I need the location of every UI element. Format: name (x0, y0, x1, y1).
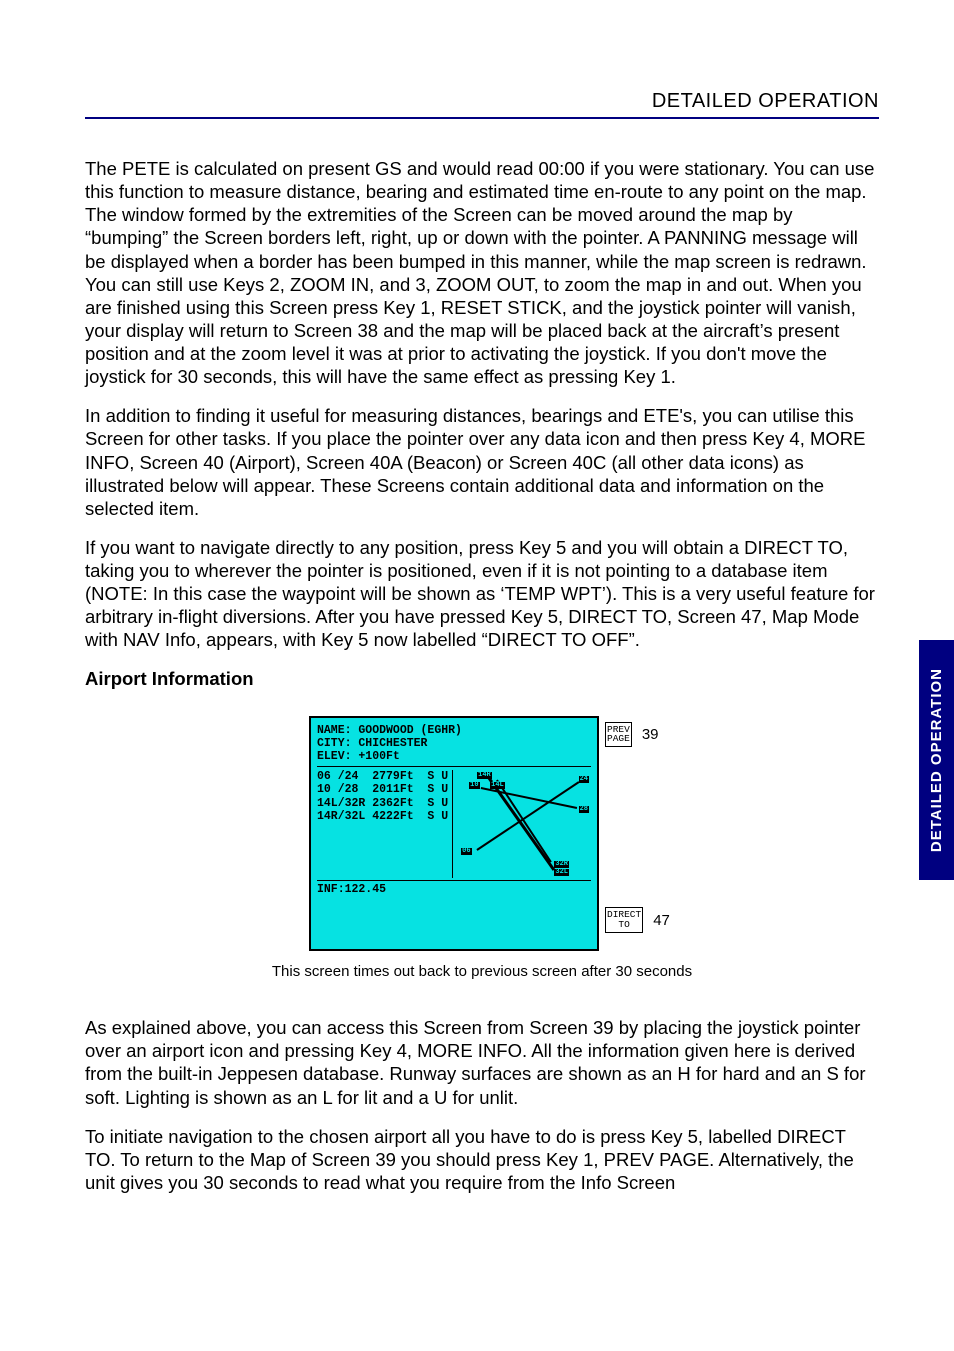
body-paragraph: To initiate navigation to the chosen air… (85, 1125, 879, 1194)
rwy-label: 32R (554, 861, 569, 868)
rwy-label: 24 (579, 776, 589, 783)
runway-row: 10 /28 2011Ft S U (317, 783, 448, 796)
airport-info-figure: NAME: GOODWOOD (EGHR) CITY: CHICHESTER E… (85, 716, 879, 981)
rwy-label: 32L (554, 869, 569, 876)
rwy-label: 14L (490, 782, 505, 789)
direct-to-button[interactable]: DIRECT TO (605, 907, 643, 933)
key-number: 39 (632, 726, 659, 743)
runway-row: 14R/32L 4222Ft S U (317, 810, 448, 823)
body-paragraph: In addition to finding it useful for mea… (85, 404, 879, 520)
body-paragraph: As explained above, you can access this … (85, 1016, 879, 1109)
prev-page-button[interactable]: PREV PAGE (605, 722, 632, 748)
body-paragraph: The PETE is calculated on present GS and… (85, 157, 879, 388)
body-paragraph: If you want to navigate directly to any … (85, 536, 879, 652)
lcd-city-line: CITY: CHICHESTER (317, 737, 591, 750)
rwy-label: 14R (477, 772, 492, 779)
section-heading: Airport Information (85, 668, 879, 690)
lcd-inf-line: INF:122.45 (317, 883, 591, 896)
lcd-name-line: NAME: GOODWOOD (EGHR) (317, 724, 591, 737)
header-rule: DETAILED OPERATION (85, 90, 879, 119)
runway-list: 06 /24 2779Ft S U 10 /28 2011Ft S U 14L/… (317, 770, 453, 878)
runway-diagram: 14R 10 14L 24 28 06 32R 32L (457, 770, 591, 878)
figure-caption: This screen times out back to previous s… (272, 963, 692, 980)
rwy-label: 10 (469, 782, 479, 789)
header-title: DETAILED OPERATION (652, 90, 879, 112)
runway-row: 06 /24 2779Ft S U (317, 770, 448, 783)
runway-row: 14L/32R 2362Ft S U (317, 797, 448, 810)
lcd-screen: NAME: GOODWOOD (EGHR) CITY: CHICHESTER E… (309, 716, 599, 952)
side-tab: DETAILED OPERATION (919, 640, 954, 880)
key-number: 47 (643, 912, 670, 929)
rwy-label: 28 (579, 806, 589, 813)
side-tab-label: DETAILED OPERATION (928, 668, 945, 852)
rwy-label: 06 (461, 848, 471, 855)
lcd-elev-line: ELEV: +100Ft (317, 750, 591, 763)
